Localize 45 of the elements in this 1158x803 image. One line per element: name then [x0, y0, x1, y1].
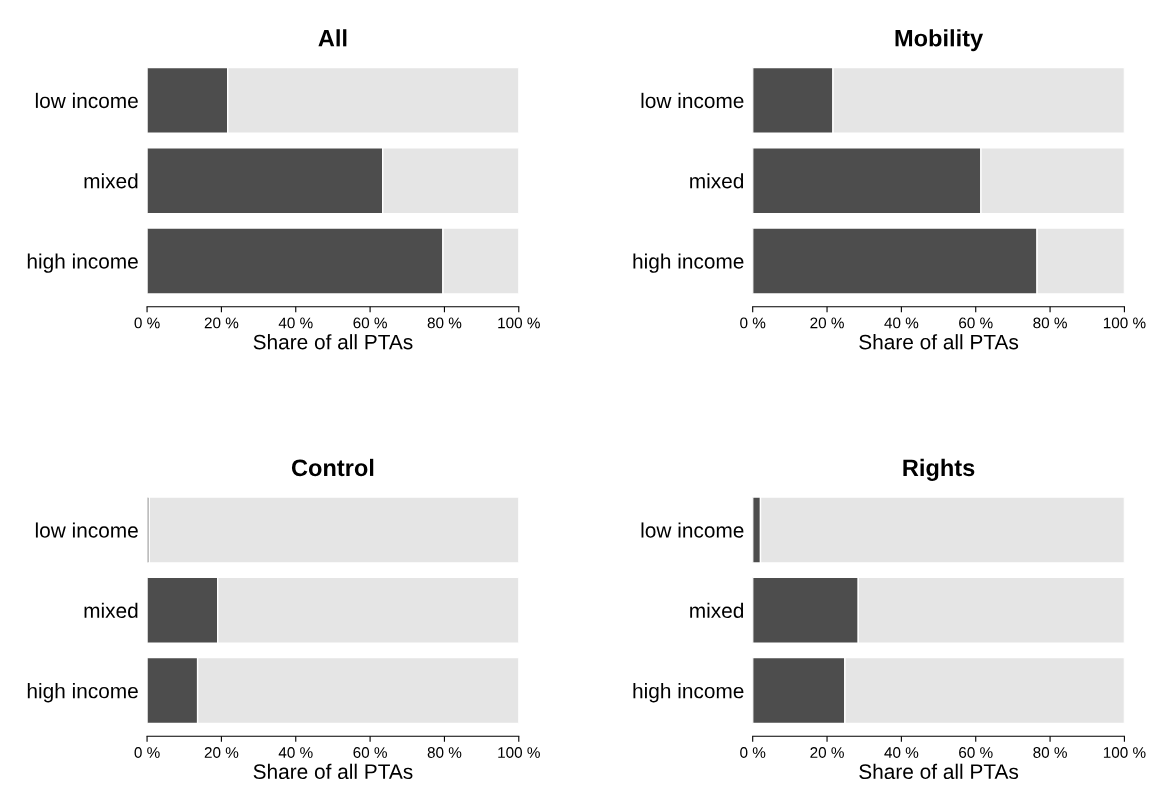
x-tick-label: 20 % [204, 317, 239, 329]
x-tick-label: 40 % [884, 747, 919, 758]
x-tick-label: 100 % [498, 747, 540, 758]
x-tick-label: 20 % [204, 747, 239, 758]
x-axis-title: Share of all PTAs [859, 763, 1019, 780]
x-tick-label: 60 % [959, 317, 993, 329]
y-tick-label: high income [27, 253, 138, 273]
y-tick-label: low income [641, 522, 744, 538]
x-tick-label: 80 % [427, 747, 462, 758]
x-tick-label: 100 % [1103, 317, 1146, 329]
x-tick-label: 0 % [134, 317, 160, 329]
x-tick-label: 80 % [1033, 747, 1067, 758]
x-tick-label: 0 % [134, 747, 160, 758]
y-tick-label: mixed [690, 602, 744, 619]
x-axis-title: Share of all PTAs [253, 334, 413, 350]
x-tick-label: 60 % [353, 747, 387, 758]
y-tick-label: low income [35, 92, 138, 109]
x-tick-label: 60 % [959, 747, 993, 758]
y-tick-label: low income [641, 92, 744, 109]
chart-title: Control [291, 458, 374, 477]
y-tick-label: mixed [84, 173, 138, 189]
x-tick-label: 80 % [427, 317, 462, 329]
x-tick-label: 100 % [1103, 747, 1146, 758]
y-tick-label: mixed [690, 173, 744, 189]
x-axis-title: Share of all PTAs [859, 334, 1019, 350]
x-tick-label: 40 % [278, 747, 313, 758]
x-tick-label: 0 % [740, 747, 766, 758]
x-tick-label: 20 % [810, 747, 844, 758]
x-tick-label: 0 % [740, 317, 766, 329]
y-tick-label: high income [633, 683, 744, 703]
x-tick-label: 20 % [810, 317, 844, 329]
chart-title: All [318, 29, 347, 47]
y-tick-label: high income [633, 253, 744, 273]
y-tick-label: low income [35, 522, 138, 538]
x-tick-label: 60 % [353, 317, 387, 329]
bar [148, 496, 519, 564]
chart-title: Mobility [895, 29, 984, 52]
x-tick-label: 40 % [278, 317, 313, 329]
chart-title: Rights [903, 458, 975, 481]
y-tick-label: high income [27, 683, 138, 703]
x-tick-label: 40 % [884, 317, 919, 329]
x-axis-title: Share of all PTAs [253, 763, 413, 780]
x-tick-label: 80 % [1033, 317, 1067, 329]
x-tick-label: 100 % [498, 317, 540, 329]
y-tick-label: mixed [84, 602, 138, 619]
